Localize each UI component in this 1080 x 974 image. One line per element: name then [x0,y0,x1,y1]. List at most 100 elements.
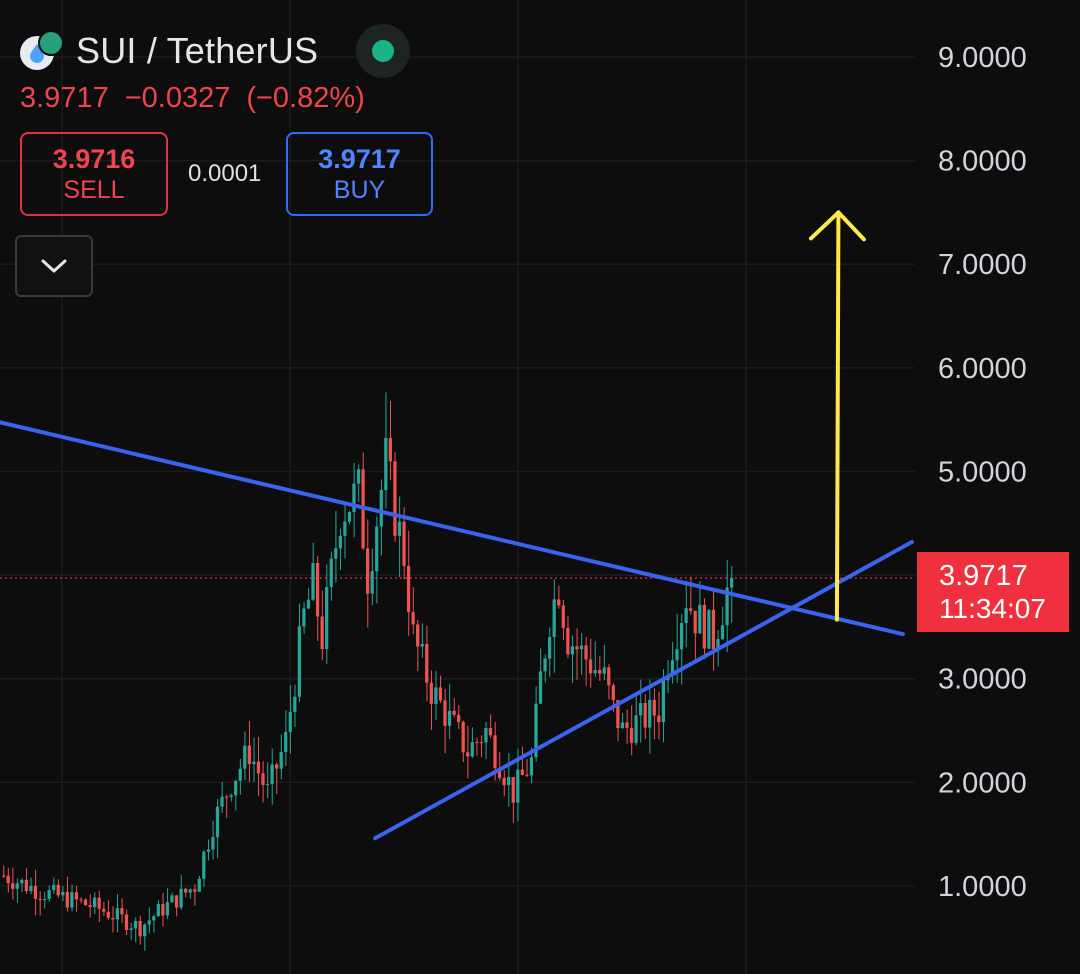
candle [170,892,174,903]
candle [575,628,579,681]
candle [133,917,138,943]
candle [161,892,165,927]
lower-trendline[interactable] [373,539,914,841]
upper-trendline[interactable] [0,420,905,637]
candle [579,633,584,675]
candle [584,636,588,686]
candle [224,794,229,819]
breakout-arrow[interactable] [808,210,866,622]
candle [375,516,379,604]
candle [20,878,24,893]
candle [593,641,597,677]
candle [343,503,347,559]
collapse-button[interactable] [15,235,93,297]
price-change: −0.0327 [124,82,231,114]
candle [138,915,142,945]
candle [6,867,10,893]
candle [443,689,447,754]
candlestick-series [2,392,734,951]
candle [561,600,565,641]
candle [425,625,429,702]
symbol-header[interactable]: SUI / TetherUS [20,24,411,78]
candle [120,898,124,923]
y-tick-label: 3.0000 [938,664,1027,696]
candle [234,780,238,811]
candle [311,542,315,602]
candle [548,627,552,677]
y-tick-label: 1.0000 [938,871,1027,903]
candle [65,876,69,912]
candle [193,884,197,906]
candle [711,589,716,671]
candle [88,894,92,918]
candle [657,691,661,740]
candle [356,464,361,503]
candle [247,721,251,783]
candle [47,885,51,902]
candle [93,892,97,915]
candle [452,698,456,718]
tether-icon [38,30,64,56]
price-axis[interactable]: 1.00002.00003.00004.00005.00006.00007.00… [938,42,1027,903]
candle [479,735,483,758]
candle [279,734,283,780]
candle [438,675,443,704]
sell-label: SELL [63,176,125,204]
candle [325,564,329,664]
candle [607,664,611,700]
candle [238,758,242,795]
candle [379,479,383,556]
candle [243,731,247,780]
buy-button[interactable]: 3.9717 BUY [286,132,433,216]
candle [466,725,470,779]
market-open-dot [372,40,395,62]
candle [347,510,352,525]
candle [720,606,725,641]
current-price-label: 3.9717 11:34:07 [917,552,1069,632]
sell-button[interactable]: 3.9716 SELL [20,132,168,216]
candle [197,875,201,892]
candle [616,700,620,742]
candle [679,614,684,685]
symbol-name[interactable]: SUI / TetherUS [76,30,319,71]
candle [588,638,593,688]
candle [397,496,402,578]
candle [620,713,625,729]
candle [306,587,311,610]
candle [79,897,83,904]
candle [457,705,461,729]
candle [543,654,547,683]
candle [370,548,374,606]
y-tick-label: 9.0000 [938,42,1027,74]
candle [652,688,656,740]
market-status-indicator[interactable] [356,24,411,78]
chevron-down-icon [41,259,67,273]
candle [184,887,188,898]
candle [484,721,488,760]
candle [434,671,438,721]
candle [320,590,324,660]
buy-label: BUY [333,176,386,204]
candle [447,683,452,739]
candle [520,746,524,776]
current-price-value: 3.9717 [939,560,1028,592]
candle [174,895,179,917]
candle [38,891,42,916]
candle [475,737,479,756]
candle [42,891,47,909]
candle [352,462,356,538]
candle [202,850,206,887]
candle [670,642,675,684]
candle [366,519,370,628]
chart-drawings[interactable] [0,210,914,841]
price-quote: 3.9717 −0.0327 (−0.82%) [20,82,381,115]
candle [557,585,561,609]
candle [602,644,606,681]
candle [29,877,33,895]
candle [61,886,65,902]
candle [488,714,493,738]
last-price: 3.9717 [20,82,109,114]
candle [165,888,170,920]
candle [315,556,320,641]
